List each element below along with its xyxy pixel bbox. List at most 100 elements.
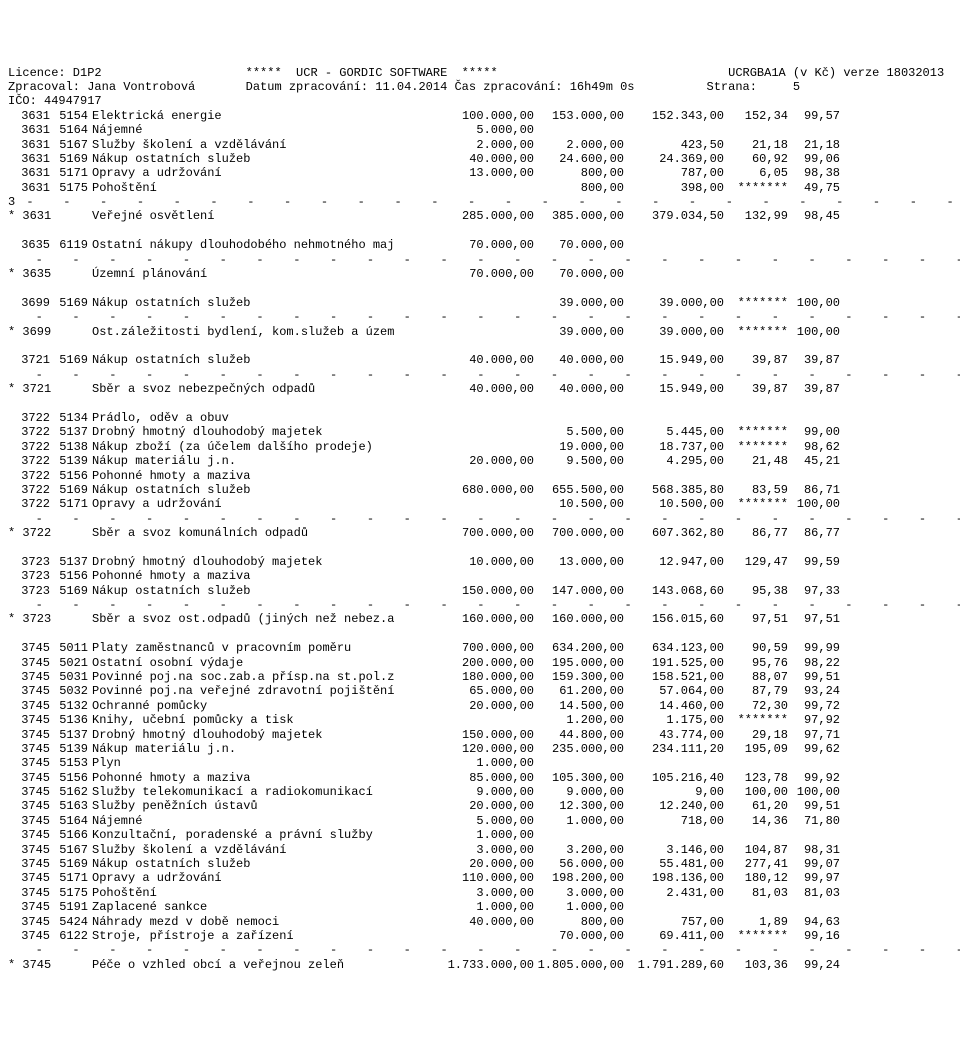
col-c1: 3745 — [8, 857, 50, 871]
col-c5: 159.300,00 — [534, 670, 624, 684]
col-c4: 20.000,00 — [444, 799, 534, 813]
col-c8: 71,80 — [788, 814, 840, 828]
col-c2: 5138 — [50, 440, 92, 454]
col-c8 — [788, 756, 840, 770]
col-c3: Pohoštění — [92, 181, 444, 195]
col-c2 — [50, 382, 92, 396]
col-c2 — [50, 526, 92, 540]
report-row: 37455021Ostatní osobní výdaje200.000,001… — [8, 656, 952, 670]
col-c8: 93,24 — [788, 684, 840, 698]
col-c7: ******* — [724, 497, 788, 511]
col-c4 — [444, 497, 534, 511]
col-c3: Ochranné pomůcky — [92, 699, 444, 713]
col-c4: 180.000,00 — [444, 670, 534, 684]
col-c5: 61.200,00 — [534, 684, 624, 698]
col-c3: Veřejné osvětlení — [92, 209, 444, 223]
col-c8: 99,06 — [788, 152, 840, 166]
col-c5: 14.500,00 — [534, 699, 624, 713]
col-c1: 3635 — [8, 238, 50, 252]
col-c3: Prádlo, oděv a obuv — [92, 411, 444, 425]
col-c4: 160.000,00 — [444, 612, 534, 626]
col-c8: 99,51 — [788, 799, 840, 813]
blank-row — [8, 540, 952, 554]
col-c5: 235.000,00 — [534, 742, 624, 756]
col-c3: Stroje, přístroje a zařízení — [92, 929, 444, 943]
col-c4: 40.000,00 — [444, 382, 534, 396]
report-row: 37455132Ochranné pomůcky20.000,0014.500,… — [8, 699, 952, 713]
col-c6: 787,00 — [624, 166, 724, 180]
col-c6: 1.175,00 — [624, 713, 724, 727]
col-c6: 18.737,00 — [624, 440, 724, 454]
col-c7: 123,78 — [724, 771, 788, 785]
col-c1: 3721 — [8, 353, 50, 367]
col-c3: Služby telekomunikací a radiokomunikací — [92, 785, 444, 799]
col-c3: Nákup materiálu j.n. — [92, 742, 444, 756]
col-c5: 153.000,00 — [534, 109, 624, 123]
col-c8 — [788, 123, 840, 137]
col-c4: 1.000,00 — [444, 828, 534, 842]
col-c8 — [788, 469, 840, 483]
col-c6: 143.068,60 — [624, 584, 724, 598]
col-c3: Nájemné — [92, 814, 444, 828]
col-c7: 81,03 — [724, 886, 788, 900]
col-c5 — [534, 411, 624, 425]
col-c3: Nákup ostatních služeb — [92, 584, 444, 598]
col-c5: 10.500,00 — [534, 497, 624, 511]
col-c3: Nákup materiálu j.n. — [92, 454, 444, 468]
col-c1: 3723 — [8, 555, 50, 569]
col-c4: 150.000,00 — [444, 584, 534, 598]
separator-row: - - - - - - - - - - - - - - - - - - - - … — [8, 253, 952, 267]
col-c1: 3745 — [8, 713, 50, 727]
col-c8: 98,31 — [788, 843, 840, 857]
col-c2: 5169 — [50, 584, 92, 598]
col-c5 — [534, 469, 624, 483]
report-row: 37235156Pohonné hmoty a maziva — [8, 569, 952, 583]
blank-row — [8, 339, 952, 353]
col-c6: 198.136,00 — [624, 871, 724, 885]
col-c4: 20.000,00 — [444, 454, 534, 468]
col-c3: Pohoštění — [92, 886, 444, 900]
col-c3: Opravy a udržování — [92, 166, 444, 180]
col-c4: 3.000,00 — [444, 886, 534, 900]
col-c4 — [444, 929, 534, 943]
col-c4 — [444, 469, 534, 483]
col-c3: Elektrická energie — [92, 109, 444, 123]
col-c8: 94,63 — [788, 915, 840, 929]
col-c7: 129,47 — [724, 555, 788, 569]
col-c4: 70.000,00 — [444, 238, 534, 252]
col-c7: 88,07 — [724, 670, 788, 684]
col-c5: 24.600,00 — [534, 152, 624, 166]
col-c6: 1.791.289,60 — [624, 958, 724, 972]
col-c5: 13.000,00 — [534, 555, 624, 569]
col-c3: Nájemné — [92, 123, 444, 137]
col-c5: 195.000,00 — [534, 656, 624, 670]
col-c8: 97,51 — [788, 612, 840, 626]
col-c2: 5171 — [50, 166, 92, 180]
col-c3: Plyn — [92, 756, 444, 770]
col-c5: 70.000,00 — [534, 238, 624, 252]
report-row: 37455191Zaplacené sankce1.000,001.000,00 — [8, 900, 952, 914]
col-c2: 5167 — [50, 843, 92, 857]
col-c4: 110.000,00 — [444, 871, 534, 885]
col-c3: Drobný hmotný dlouhodobý majetek — [92, 555, 444, 569]
col-c1: 3722 — [8, 454, 50, 468]
report-row: * 3631Veřejné osvětlení285.000,00385.000… — [8, 209, 952, 223]
col-c5: 1.000,00 — [534, 814, 624, 828]
col-c6 — [624, 411, 724, 425]
col-c7 — [724, 756, 788, 770]
col-c2: 5156 — [50, 771, 92, 785]
col-c8: 97,71 — [788, 728, 840, 742]
col-c8: 99,62 — [788, 742, 840, 756]
col-c1: 3699 — [8, 296, 50, 310]
col-c5: 39.000,00 — [534, 296, 624, 310]
col-c6 — [624, 828, 724, 842]
col-c6: 5.445,00 — [624, 425, 724, 439]
col-c6 — [624, 756, 724, 770]
col-c5: 12.300,00 — [534, 799, 624, 813]
col-c8: 98,22 — [788, 656, 840, 670]
col-c4 — [444, 296, 534, 310]
col-c1: 3723 — [8, 569, 50, 583]
col-c8: 99,51 — [788, 670, 840, 684]
col-c3: Ostatní nákupy dlouhodobého nehmotného m… — [92, 238, 444, 252]
col-c4: 700.000,00 — [444, 526, 534, 540]
